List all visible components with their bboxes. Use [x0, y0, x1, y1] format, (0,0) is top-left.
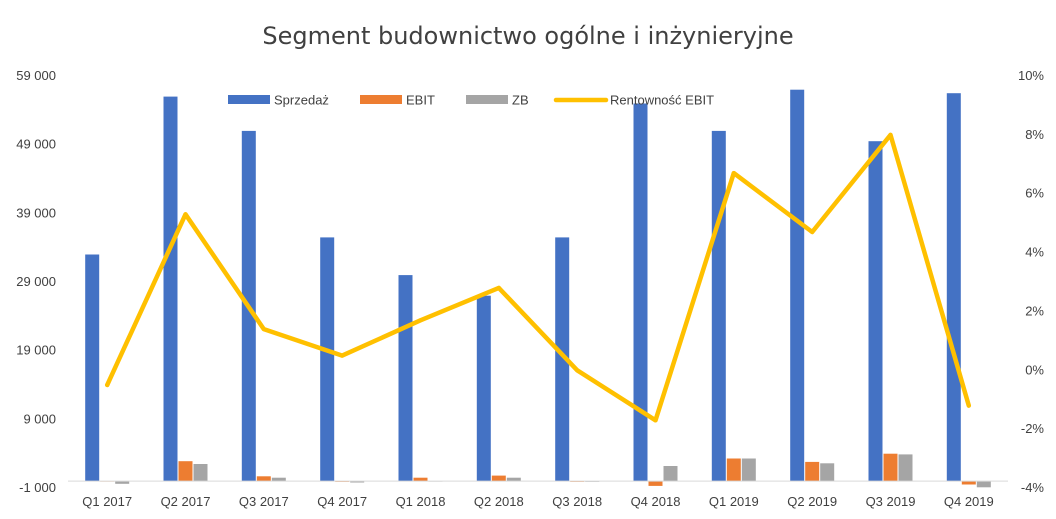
x-tick-label-6: Q3 2018: [552, 494, 602, 509]
line-point-9: [810, 230, 815, 234]
bar-sprzeda--4: [398, 275, 413, 482]
y-right-tick-label-7: 10%: [1018, 68, 1044, 83]
bar-zb-11: [976, 481, 991, 488]
bar-ebit-11: [961, 481, 976, 485]
x-axis: Q1 2017 Q2 2017 Q3 2017 Q4 2017 Q1 2018 Q2 20…: [68, 480, 1008, 509]
bar-ebit-2: [256, 476, 271, 482]
y-right-tick-label-0: -4%: [1021, 480, 1045, 495]
line-layer: [104, 132, 972, 423]
line-point-8: [731, 171, 736, 176]
bar-sprzeda--6: [555, 237, 570, 482]
x-tick-label-8: Q1 2019: [709, 494, 759, 509]
line-point-10: [888, 132, 893, 137]
bar-ebit-5: [491, 475, 506, 482]
legend: Sprzedaż EBIT ZB Rentowność EBIT: [228, 93, 714, 108]
line-point-1: [183, 212, 188, 217]
bar-sprzeda--9: [790, 89, 805, 482]
bar-sprzeda--11: [946, 93, 961, 482]
legend-label-sprzeda-: Sprzedaż: [274, 93, 329, 108]
bar-zb-0: [115, 481, 130, 484]
line-point-4: [418, 318, 423, 323]
bar-sprzeda--0: [85, 254, 100, 482]
bar-zb-2: [271, 477, 286, 482]
bars-layer: [85, 89, 991, 488]
y-left-tick-label-6: 59 000: [16, 68, 56, 83]
bar-sprzeda--7: [633, 103, 648, 482]
y-right-tick-label-5: 6%: [1025, 186, 1044, 201]
left-axis: -1 000 9 000 19 000 29 000 39 000 49 000 59 00…: [16, 68, 56, 495]
x-tick-label-5: Q2 2018: [474, 494, 524, 509]
bar-ebit-7: [648, 481, 663, 486]
line-point-3: [340, 353, 345, 358]
bar-ebit-4: [413, 477, 428, 482]
bar-ebit-8: [726, 458, 741, 482]
legend-swatch-sprzeda-: [228, 95, 270, 104]
x-tick-label-4: Q1 2018: [396, 494, 446, 509]
bar-ebit-10: [883, 453, 898, 482]
x-tick-label-2: Q3 2017: [239, 494, 289, 509]
y-left-tick-label-5: 49 000: [16, 137, 56, 152]
bar-sprzeda--5: [476, 295, 491, 482]
y-left-tick-label-4: 39 000: [16, 205, 56, 220]
right-axis: -4% -2% 0% 2% 4% 6% 8% 10%: [1018, 68, 1044, 495]
bar-zb-7: [663, 466, 678, 482]
bar-zb-9: [820, 463, 835, 482]
bar-zb-5: [506, 477, 521, 482]
legend-label-zb: ZB: [512, 93, 529, 108]
x-tick-label-7: Q4 2018: [631, 494, 681, 509]
legend-label-ebit: EBIT: [406, 93, 435, 108]
legend-swatch-ebit: [360, 95, 402, 104]
y-left-tick-label-1: 9 000: [23, 411, 56, 426]
bar-sprzeda--1: [163, 96, 178, 482]
y-left-tick-label-0: -1 000: [19, 480, 56, 495]
bar-zb-1: [193, 464, 208, 482]
bar-sprzeda--10: [868, 141, 883, 482]
bar-sprzeda--8: [711, 130, 726, 482]
line-rentowno-ebit: [104, 132, 972, 423]
line-point-0: [105, 383, 110, 387]
line-point-11: [966, 403, 971, 408]
x-tick-label-0: Q1 2017: [82, 494, 132, 509]
x-tick-label-9: Q2 2019: [787, 494, 837, 509]
line-point-6: [575, 368, 580, 373]
y-right-tick-label-1: -2%: [1021, 421, 1045, 436]
y-right-tick-label-4: 4%: [1025, 245, 1044, 260]
y-right-tick-label-2: 0%: [1025, 362, 1044, 377]
x-tick-label-10: Q3 2019: [866, 494, 916, 509]
x-tick-label-11: Q4 2019: [944, 494, 994, 509]
y-left-tick-label-2: 19 000: [16, 343, 56, 358]
y-right-tick-label-6: 8%: [1025, 127, 1044, 142]
bar-sprzeda--3: [320, 237, 335, 482]
bar-zb-3: [350, 481, 365, 483]
bar-zb-8: [741, 458, 756, 482]
line-point-7: [653, 418, 658, 423]
bar-ebit-1: [178, 461, 193, 482]
y-right-tick-label-3: 2%: [1025, 303, 1044, 318]
x-tick-label-3: Q4 2017: [317, 494, 367, 509]
line-point-2: [261, 327, 266, 332]
bar-ebit-9: [805, 461, 820, 482]
legend-label-rentowno-ebit: Rentowność EBIT: [610, 93, 714, 108]
legend-swatch-zb: [466, 95, 508, 104]
bar-zb-10: [898, 454, 913, 482]
y-left-tick-label-3: 29 000: [16, 274, 56, 289]
x-tick-label-1: Q2 2017: [161, 494, 211, 509]
chart-title: Segment budownictwo ogólne i inżynieryjn…: [262, 22, 793, 50]
line-point-5: [496, 285, 501, 290]
